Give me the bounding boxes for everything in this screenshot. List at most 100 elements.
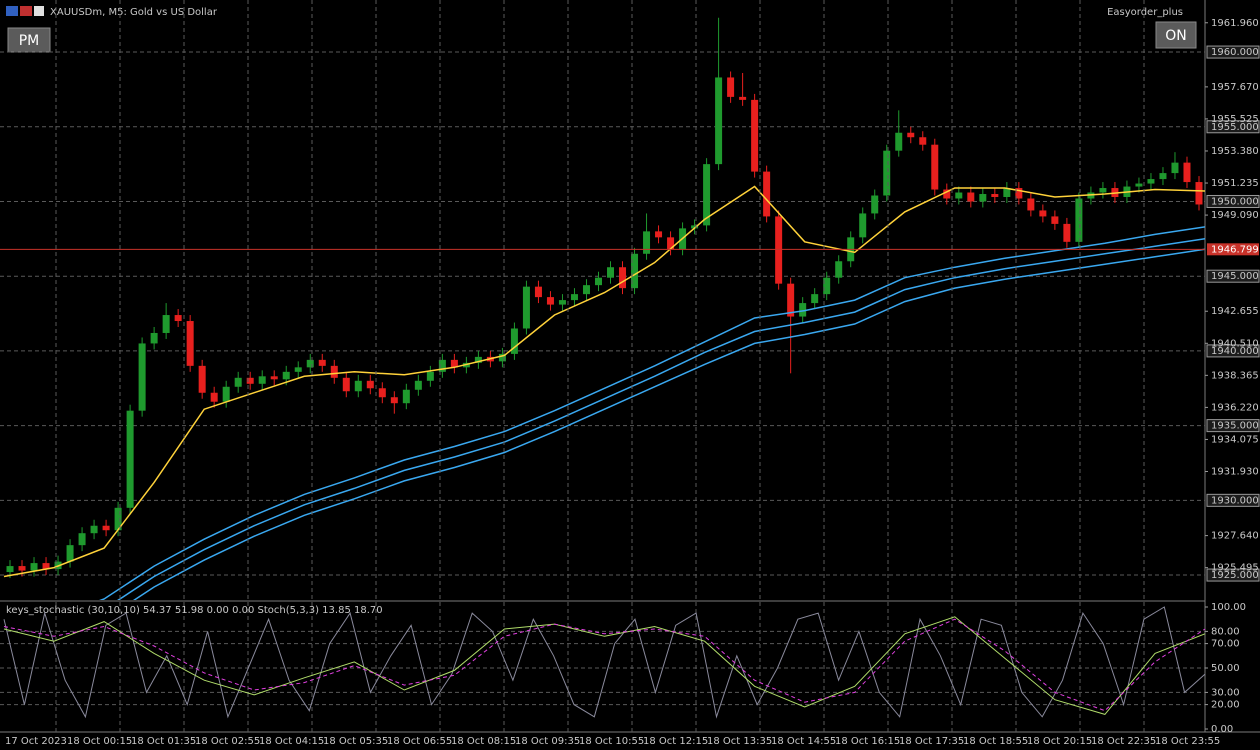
level-box (1206, 194, 1260, 208)
level-box (1206, 419, 1260, 433)
candle-body (78, 533, 86, 546)
candle-body (570, 294, 578, 301)
candle-body (294, 367, 302, 372)
candle-body (1195, 182, 1203, 205)
candle-body (1147, 179, 1155, 184)
candle-body (811, 294, 819, 304)
candle-body (1027, 198, 1035, 211)
symbol-title: XAUUSDm, M5: Gold vs US Dollar (50, 7, 218, 18)
candle-body (414, 380, 422, 390)
candle-body (450, 359, 458, 368)
y-tick-label: 1931.930 (1211, 466, 1259, 477)
plot (0, 17, 1205, 600)
candle-body (1039, 210, 1047, 217)
candle-body (1171, 162, 1179, 174)
moving-average (117, 238, 1205, 600)
y-tick-label: 100.00 (1211, 602, 1246, 613)
candle-body (210, 392, 218, 402)
x-tick-label: 18 Oct 12:15 (643, 736, 708, 747)
candle-body (582, 285, 590, 295)
y-tick-label: 30.00 (1211, 687, 1240, 698)
candle-body (174, 315, 182, 322)
candle-body (150, 332, 158, 344)
candle-body (1003, 188, 1011, 197)
candle-body (751, 99, 759, 172)
candle-body (534, 286, 542, 298)
level-label: 1940.000 (1211, 346, 1259, 357)
level-label: 1945.000 (1211, 271, 1259, 282)
candle-body (42, 563, 50, 570)
candle-body (787, 283, 795, 317)
y-tick-label: 1951.235 (1211, 178, 1259, 189)
candle-body (378, 388, 386, 398)
y-tick-label: 0.00 (1211, 724, 1233, 735)
y-tick-label: 1927.640 (1211, 531, 1259, 542)
x-tick-label: 18 Oct 20:15 (1027, 736, 1092, 747)
candle-body (438, 359, 446, 372)
candle-body (943, 189, 951, 199)
pm-button-label[interactable]: PM (19, 33, 40, 49)
candle-body (270, 376, 278, 380)
candle-body (655, 231, 663, 238)
y-tick-label: 70.00 (1211, 639, 1240, 650)
candle-body (871, 195, 879, 214)
candle-body (402, 389, 410, 404)
level-box (1206, 269, 1260, 283)
candle-body (691, 225, 699, 229)
candle-body (895, 132, 903, 151)
candle-body (859, 213, 867, 238)
level-label: 1935.000 (1211, 421, 1259, 432)
candle-body (558, 300, 566, 305)
candle-body (114, 507, 122, 531)
x-tick-label: 18 Oct 08:15 (451, 736, 516, 747)
x-tick-label: 18 Oct 06:55 (387, 736, 452, 747)
candle-body (246, 377, 254, 384)
candle-body (30, 563, 38, 571)
y-tick-label: 1925.495 (1211, 563, 1259, 574)
x-tick-label: 18 Oct 18:55 (963, 736, 1028, 747)
candle-body (739, 96, 747, 100)
candle-body (1075, 198, 1083, 242)
level-box (1206, 120, 1260, 134)
on-button[interactable]: ON (1155, 21, 1197, 49)
symbol-icons (6, 6, 44, 16)
y-tick-label: 1949.090 (1211, 210, 1259, 221)
candle-body (835, 261, 843, 278)
candle-body (991, 194, 999, 197)
candle-body (919, 137, 927, 145)
price-line-box (1207, 243, 1259, 256)
level-box (1206, 344, 1260, 358)
candle-body (594, 277, 602, 286)
candle-body (282, 371, 290, 380)
candle-body (1051, 216, 1059, 224)
candle-body (390, 397, 398, 404)
candle-body (366, 380, 374, 389)
y-tick-label: 80.00 (1211, 626, 1240, 637)
candle-body (1159, 173, 1167, 180)
candle-body (967, 192, 975, 202)
y-tick-label: 1940.510 (1211, 338, 1259, 349)
candle-body (619, 267, 627, 289)
oscillator-line (3, 606, 1206, 719)
candle-body (258, 376, 266, 384)
on-button-label[interactable]: ON (1165, 28, 1187, 44)
x-tick-label: 18 Oct 00:15 (67, 736, 132, 747)
candle-body (643, 231, 651, 254)
pm-button[interactable]: PM (7, 27, 51, 53)
y-tick-label: 1934.075 (1211, 434, 1259, 445)
candle-body (1099, 188, 1107, 193)
candle-body (510, 328, 518, 354)
x-tick-label: 18 Oct 16:15 (835, 736, 900, 747)
candle-body (318, 359, 326, 366)
x-tick-label: 18 Oct 04:15 (259, 736, 324, 747)
y-tick-label: 1955.525 (1211, 114, 1259, 125)
x-tick-label: 18 Oct 09:35 (515, 736, 580, 747)
level-label: 1925.000 (1211, 570, 1259, 581)
x-tick-label: 17 Oct 2023 (5, 736, 67, 747)
candle-body (6, 566, 14, 573)
x-tick-label: 18 Oct 10:55 (579, 736, 644, 747)
candle-body (126, 410, 134, 508)
candle-body (979, 194, 987, 202)
x-tick-label: 18 Oct 22:35 (1091, 736, 1156, 747)
